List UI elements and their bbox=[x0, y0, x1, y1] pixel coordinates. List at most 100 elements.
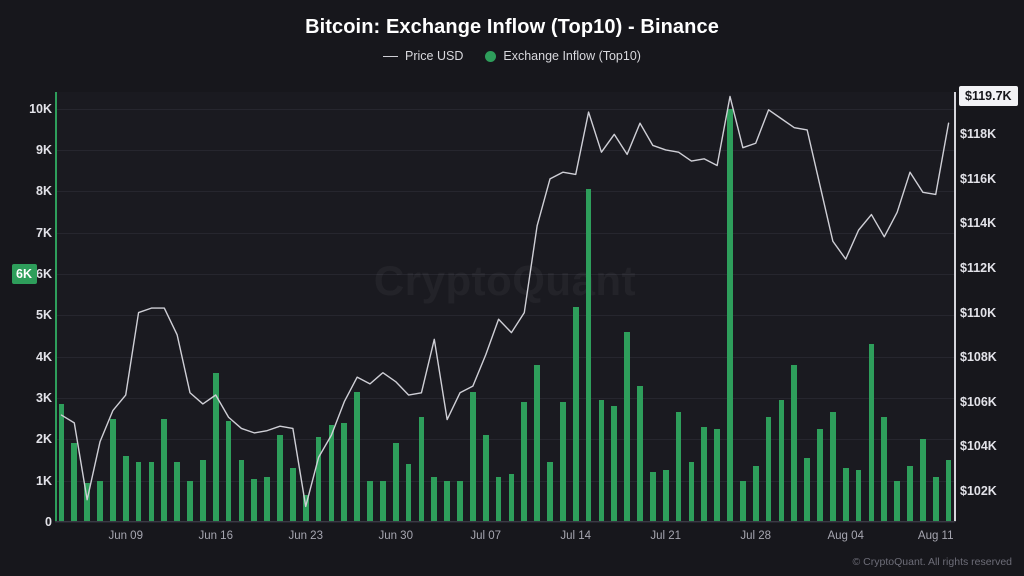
bar[interactable] bbox=[405, 464, 412, 522]
x-axis[interactable]: Jun 09 Jun 16 Jun 23 Jun 30 Jul 07 Jul 14 Jul … bbox=[55, 530, 955, 550]
bar[interactable] bbox=[71, 443, 78, 522]
bar[interactable] bbox=[148, 462, 155, 522]
bar[interactable] bbox=[778, 400, 785, 522]
bar[interactable] bbox=[701, 426, 708, 522]
legend-item-inflow[interactable]: Exchange Inflow (Top10) bbox=[485, 49, 641, 63]
bar[interactable] bbox=[380, 480, 386, 522]
bar[interactable] bbox=[508, 474, 515, 522]
bar[interactable] bbox=[881, 416, 888, 522]
bar[interactable] bbox=[315, 437, 322, 522]
left-axis-tick-label: 2K bbox=[36, 432, 52, 447]
left-axis-tick-label: 1K bbox=[36, 473, 52, 488]
bar[interactable] bbox=[598, 400, 605, 522]
plot-area[interactable]: CryptoQuant bbox=[55, 92, 955, 523]
bar[interactable] bbox=[238, 459, 245, 522]
bar[interactable] bbox=[135, 462, 142, 522]
bar[interactable] bbox=[495, 476, 502, 522]
right-axis-tick-label: $106K bbox=[960, 394, 997, 409]
bar[interactable] bbox=[110, 418, 116, 522]
bar[interactable] bbox=[765, 416, 772, 522]
x-axis-tick-label: Jun 16 bbox=[198, 530, 233, 542]
bar[interactable] bbox=[174, 462, 180, 522]
left-y-axis[interactable]: 0 1K 2K 3K 4K 5K 6K 7K 8K 9K 10K bbox=[0, 92, 52, 529]
bar[interactable] bbox=[714, 428, 720, 522]
left-axis-line bbox=[55, 92, 57, 522]
bar[interactable] bbox=[752, 466, 759, 522]
bar[interactable] bbox=[521, 402, 528, 522]
bar[interactable] bbox=[804, 457, 810, 522]
bar[interactable] bbox=[920, 439, 926, 522]
x-axis-tick-label: Jun 09 bbox=[108, 530, 143, 542]
right-axis-value-badge: $119.7K bbox=[959, 86, 1018, 107]
bar[interactable] bbox=[482, 435, 489, 522]
bar[interactable] bbox=[354, 391, 360, 522]
bar[interactable] bbox=[84, 482, 90, 522]
legend-item-price[interactable]: Price USD bbox=[383, 49, 463, 63]
bar[interactable] bbox=[212, 373, 219, 522]
bar[interactable] bbox=[122, 455, 129, 522]
bar[interactable] bbox=[855, 470, 862, 522]
bar[interactable] bbox=[431, 476, 438, 522]
left-axis-tick-label: 8K bbox=[36, 184, 52, 199]
bar[interactable] bbox=[251, 478, 258, 522]
bar[interactable] bbox=[328, 424, 335, 522]
bar[interactable] bbox=[637, 385, 643, 522]
bar[interactable] bbox=[277, 435, 283, 522]
bar[interactable] bbox=[161, 418, 168, 522]
gridline bbox=[55, 397, 955, 399]
right-y-axis[interactable]: $102K $104K $106K $108K $110K $112K $114K $116K… bbox=[958, 92, 1024, 522]
bar[interactable] bbox=[560, 402, 566, 522]
gridline bbox=[55, 315, 955, 317]
bar[interactable] bbox=[367, 480, 373, 522]
bar[interactable] bbox=[225, 420, 232, 522]
bar[interactable] bbox=[187, 481, 193, 522]
bar[interactable] bbox=[688, 462, 695, 522]
bar[interactable] bbox=[675, 412, 682, 522]
gridlines bbox=[55, 92, 955, 523]
bar[interactable] bbox=[418, 416, 425, 522]
bar[interactable] bbox=[444, 480, 450, 522]
bar[interactable] bbox=[341, 422, 348, 522]
bar[interactable] bbox=[791, 364, 798, 522]
bar[interactable] bbox=[302, 495, 309, 522]
bar[interactable] bbox=[547, 462, 553, 522]
right-axis-line bbox=[954, 92, 956, 522]
copyright-notice: © CryptoQuant. All rights reserved bbox=[852, 556, 1012, 568]
bar[interactable] bbox=[727, 108, 733, 522]
bar[interactable] bbox=[97, 481, 103, 522]
bar[interactable] bbox=[457, 480, 463, 522]
left-axis-tick-label: 10K bbox=[29, 101, 52, 116]
x-axis-tick-label: Jun 30 bbox=[378, 530, 413, 542]
bar[interactable] bbox=[894, 480, 900, 522]
bar[interactable] bbox=[392, 443, 399, 522]
bar[interactable] bbox=[264, 476, 270, 522]
bar[interactable] bbox=[907, 466, 913, 522]
left-axis-tick-label: 3K bbox=[36, 390, 52, 405]
bar[interactable] bbox=[58, 404, 65, 522]
bar[interactable] bbox=[572, 307, 579, 522]
bar[interactable] bbox=[470, 391, 476, 522]
bar[interactable] bbox=[868, 344, 875, 522]
bar[interactable] bbox=[585, 189, 592, 522]
bar[interactable] bbox=[817, 428, 823, 522]
dot-swatch-icon bbox=[485, 50, 497, 62]
gridline bbox=[55, 232, 955, 234]
x-axis-tick-label: Jul 21 bbox=[650, 530, 682, 542]
page-title: Bitcoin: Exchange Inflow (Top10) - Binan… bbox=[305, 16, 719, 38]
bar[interactable] bbox=[842, 468, 849, 522]
bar[interactable] bbox=[650, 472, 656, 522]
bar[interactable] bbox=[932, 476, 939, 522]
bar[interactable] bbox=[624, 331, 630, 522]
bar[interactable] bbox=[945, 459, 952, 522]
bar[interactable] bbox=[290, 468, 296, 522]
bar[interactable] bbox=[611, 406, 618, 522]
bar[interactable] bbox=[200, 459, 206, 522]
chart-legend: Price USD Exchange Inflow (Top10) bbox=[0, 49, 1024, 63]
x-axis-tick-label: Jul 14 bbox=[560, 530, 592, 542]
bar[interactable] bbox=[830, 412, 836, 522]
left-axis-value-badge: 6K bbox=[12, 263, 37, 284]
bar[interactable] bbox=[534, 364, 540, 522]
bar[interactable] bbox=[740, 480, 746, 522]
bar[interactable] bbox=[662, 470, 669, 522]
left-axis-tick-label: 9K bbox=[36, 142, 52, 157]
